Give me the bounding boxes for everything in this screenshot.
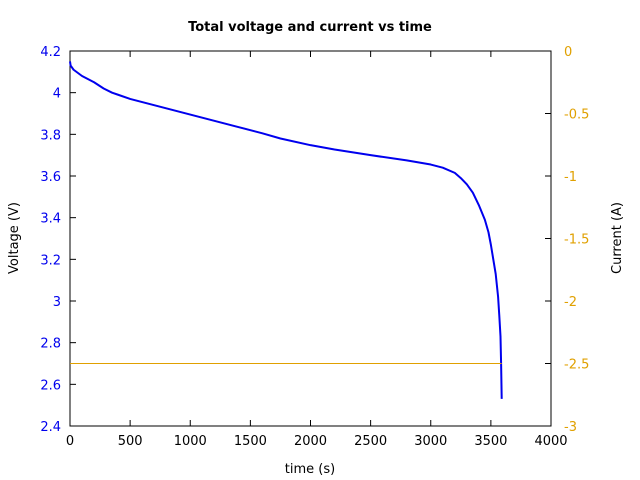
x-axis-ticks: 0 500 1000 1500 2000 2500 3000 3500 4000 bbox=[66, 51, 568, 449]
x-tick-label: 2000 bbox=[294, 434, 327, 449]
y2-tick-label: 0 bbox=[564, 45, 572, 60]
y-tick-label: 3.2 bbox=[40, 253, 61, 268]
y-tick-label: 3.8 bbox=[40, 128, 61, 143]
x-tick-label: 0 bbox=[66, 434, 74, 449]
y-tick-label: 3.4 bbox=[40, 212, 61, 227]
y-tick-label: 2.6 bbox=[40, 378, 61, 393]
series-layer bbox=[69, 61, 503, 399]
x-tick-label: 2500 bbox=[354, 434, 387, 449]
y2-tick-label: -3 bbox=[564, 420, 577, 435]
x-tick-label: 4000 bbox=[534, 434, 567, 449]
x-tick-label: 3000 bbox=[414, 434, 447, 449]
x-tick-label: 1500 bbox=[234, 434, 267, 449]
x-axis-label: time (s) bbox=[285, 462, 335, 477]
chart-title: Total voltage and current vs time bbox=[188, 20, 432, 35]
voltage-series-line bbox=[69, 61, 503, 399]
y-tick-label: 4 bbox=[53, 87, 61, 102]
y-axis-label: Voltage (V) bbox=[7, 202, 22, 274]
y-tick-label: 2.4 bbox=[40, 420, 61, 435]
x-tick-label: 3500 bbox=[474, 434, 507, 449]
y2-tick-label: -0.5 bbox=[564, 108, 589, 123]
y-axis-ticks: 2.4 2.6 2.8 3 3.2 3.4 3.6 3.8 4 4.2 bbox=[40, 45, 76, 435]
y2-tick-label: -1 bbox=[564, 170, 577, 185]
x-tick-label: 1000 bbox=[174, 434, 207, 449]
y2-axis-ticks: -3 -2.5 -2 -1.5 -1 -0.5 0 bbox=[545, 45, 589, 435]
y2-axis-label: Current (A) bbox=[610, 202, 625, 274]
y2-tick-label: -1.5 bbox=[564, 233, 589, 248]
y2-tick-label: -2.5 bbox=[564, 358, 589, 373]
y-tick-label: 3 bbox=[53, 295, 61, 310]
x-tick-label: 500 bbox=[118, 434, 143, 449]
y-tick-label: 4.2 bbox=[40, 45, 61, 60]
y-tick-label: 2.8 bbox=[40, 337, 61, 352]
y-tick-label: 3.6 bbox=[40, 170, 61, 185]
plot-frame bbox=[69, 50, 552, 427]
y2-tick-label: -2 bbox=[564, 295, 577, 310]
